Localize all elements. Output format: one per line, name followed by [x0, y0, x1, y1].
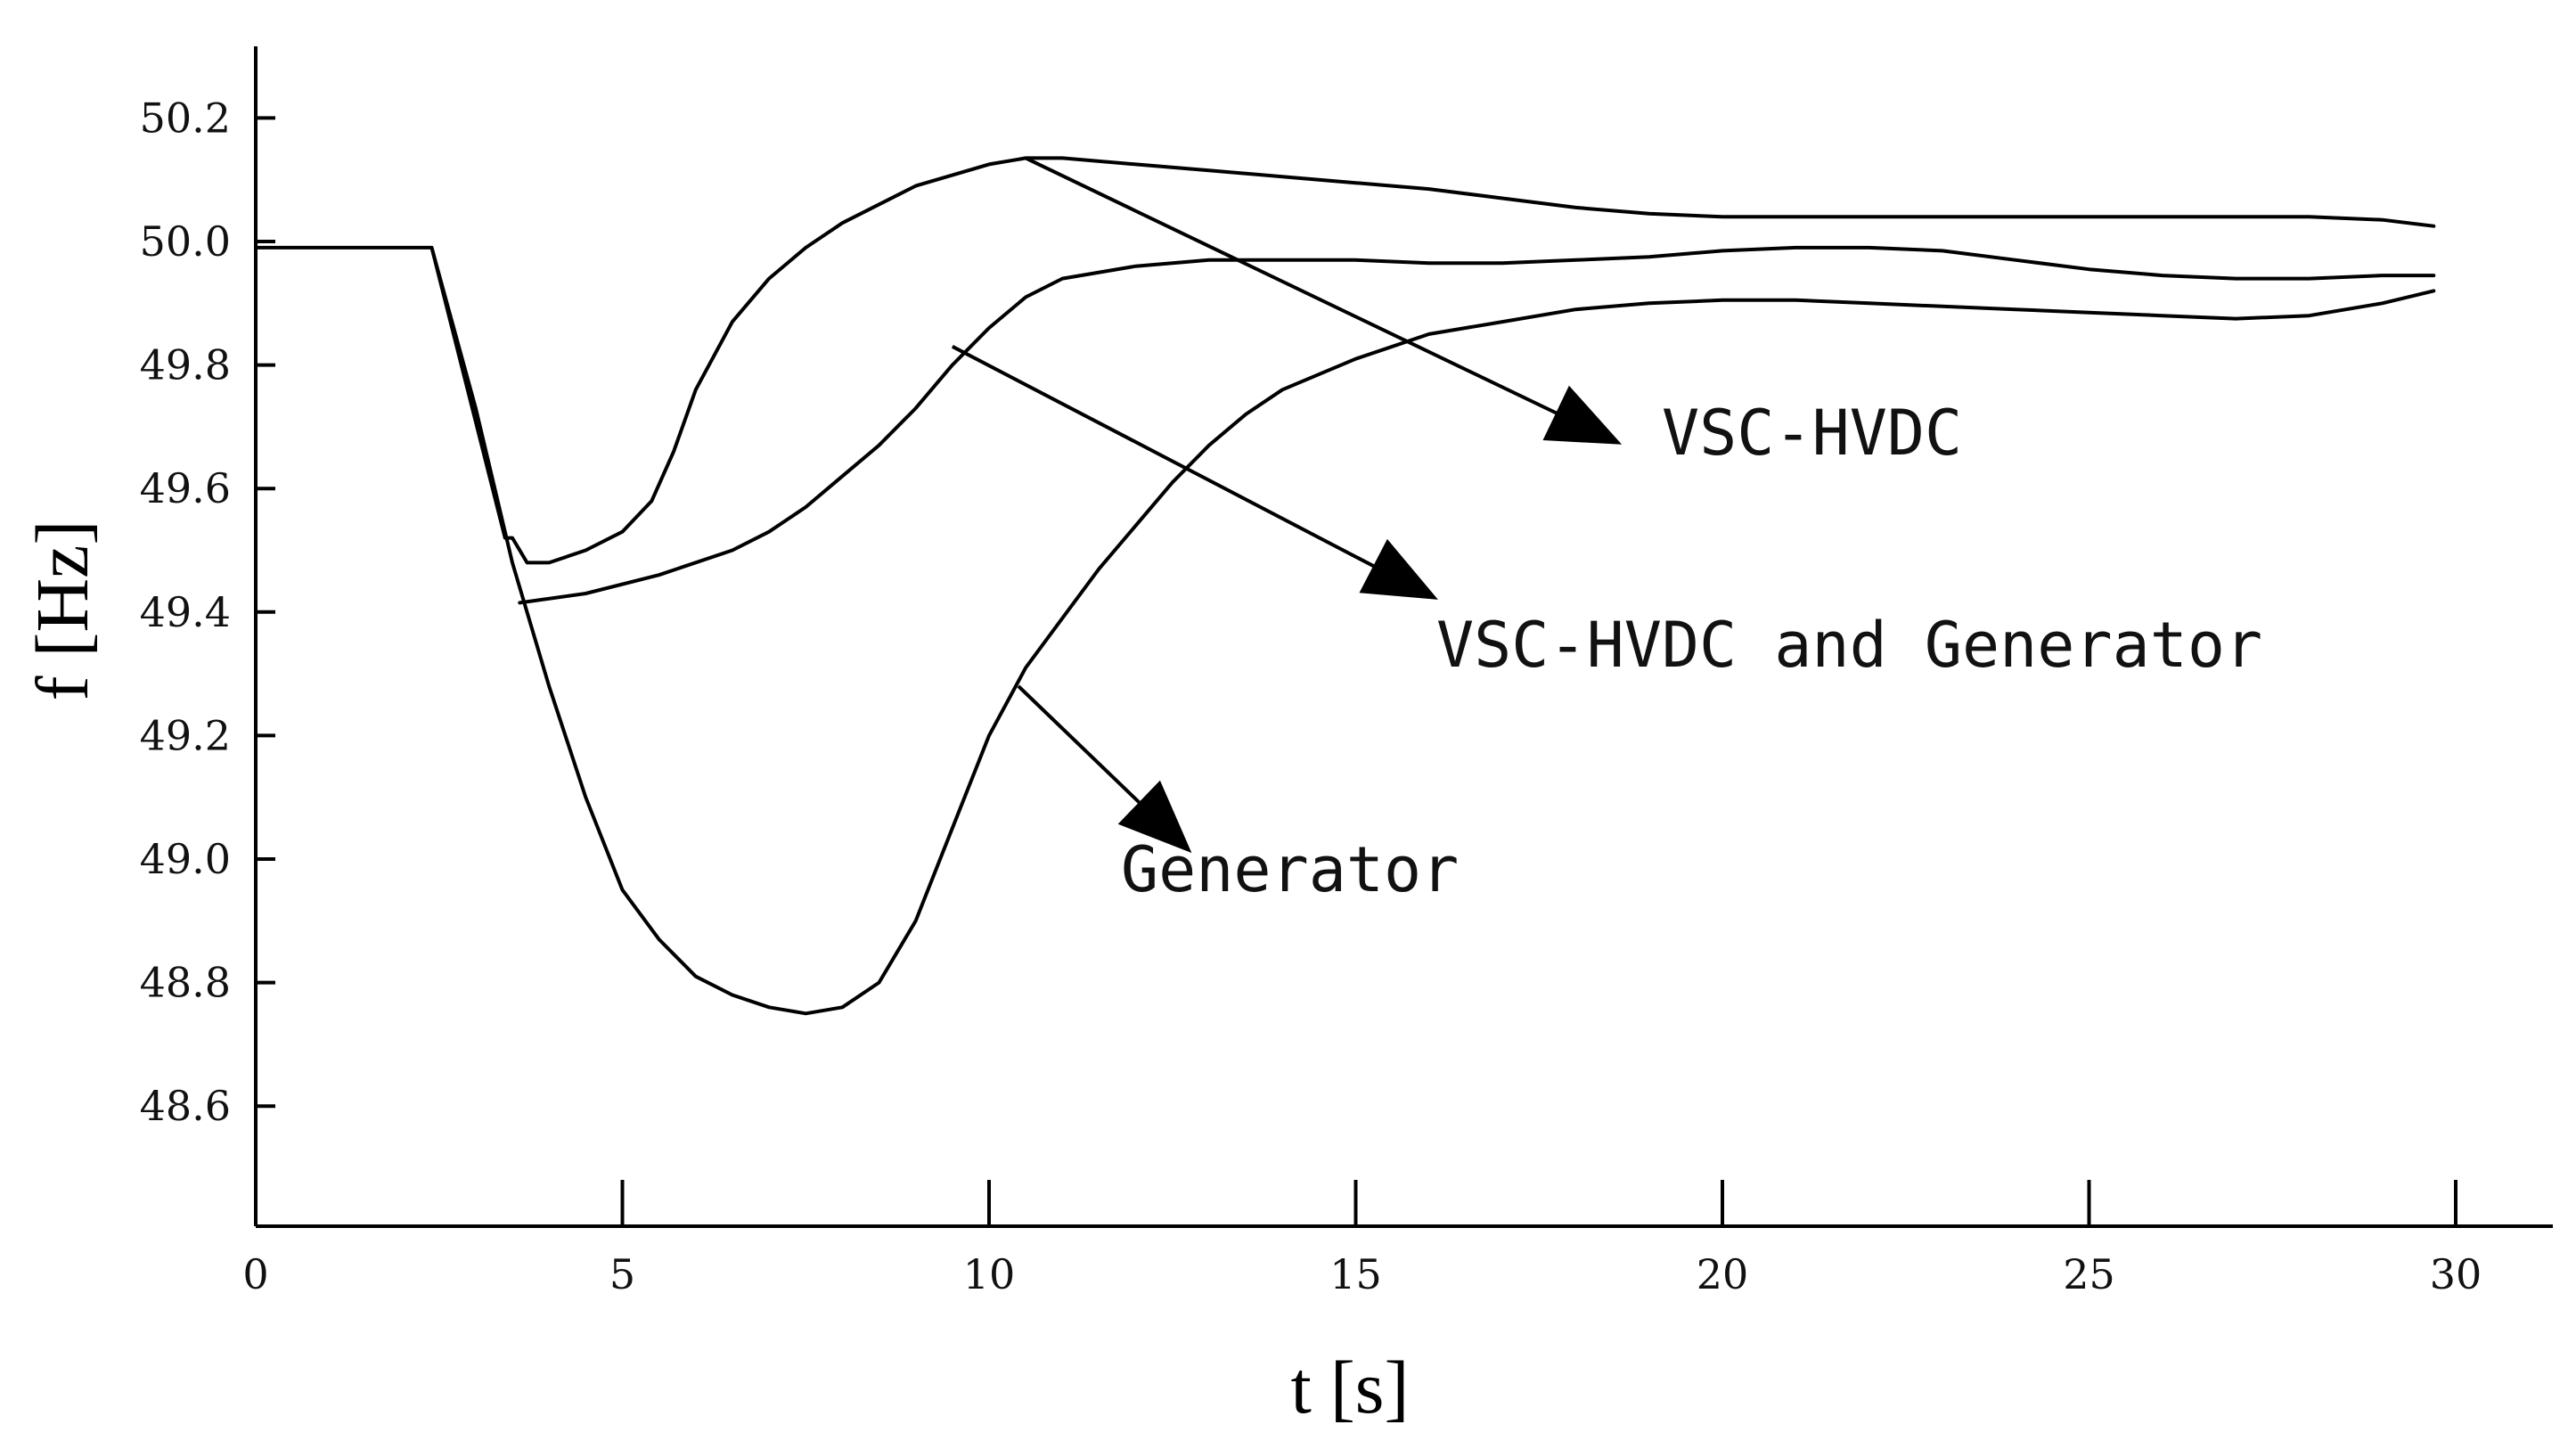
annotation-label-vsc-hvdc-and-generator: VSC-HVDC and Generator: [1436, 609, 2262, 682]
y-tick-label: 49.0: [140, 835, 231, 883]
annotation-label-vsc-hvdc: VSC-HVDC: [1662, 397, 1962, 470]
y-tick-label: 50.0: [140, 217, 231, 266]
y-axis-title: f [Hz]: [21, 520, 104, 701]
x-tick-label: 30: [2430, 1250, 2482, 1298]
arrow-head-generator: [1117, 780, 1192, 854]
series-line-vsc-hvdc-and-generator: [518, 245, 2436, 605]
pointer-line-vsc-hvdc: [1025, 156, 1599, 435]
arrow-head-vsc-hvdc-and-generator: [1359, 538, 1438, 600]
y-tick-label: 49.2: [140, 711, 231, 759]
annotation-layer: VSC-HVDC VSC-HVDC and Generator Generator: [951, 156, 2262, 906]
arrow-head-vsc-hvdc: [1542, 385, 1623, 445]
x-tick-label: 20: [1697, 1250, 1749, 1298]
x-tick-label: 0: [242, 1250, 268, 1298]
annotation-label-generator: Generator: [1121, 833, 1459, 906]
x-tick-label: 10: [963, 1250, 1016, 1298]
x-axis-title: t [s]: [1291, 1347, 1410, 1429]
x-ticks: 0 5 10 15 20 25 30: [242, 1180, 2482, 1298]
series-layer: [254, 156, 2436, 1016]
y-ticks: 48.6 48.8 49.0 49.2 49.4 49.6 49.8 50.0 50.2: [140, 94, 275, 1130]
pointer-line-vsc-hvdc-and-generator: [951, 345, 1416, 589]
y-tick-label: 49.8: [140, 341, 231, 389]
x-tick-label: 5: [609, 1250, 635, 1298]
y-tick-label: 50.2: [140, 94, 231, 142]
y-tick-label: 48.8: [140, 959, 231, 1007]
y-tick-label: 49.6: [140, 464, 231, 512]
x-tick-label: 15: [1329, 1250, 1382, 1298]
x-tick-label: 25: [2063, 1250, 2115, 1298]
y-tick-label: 49.4: [140, 588, 231, 636]
y-tick-label: 48.6: [140, 1082, 231, 1130]
series-line-vsc-hvdc: [254, 156, 2436, 565]
series-line-generator: [429, 245, 2436, 1016]
